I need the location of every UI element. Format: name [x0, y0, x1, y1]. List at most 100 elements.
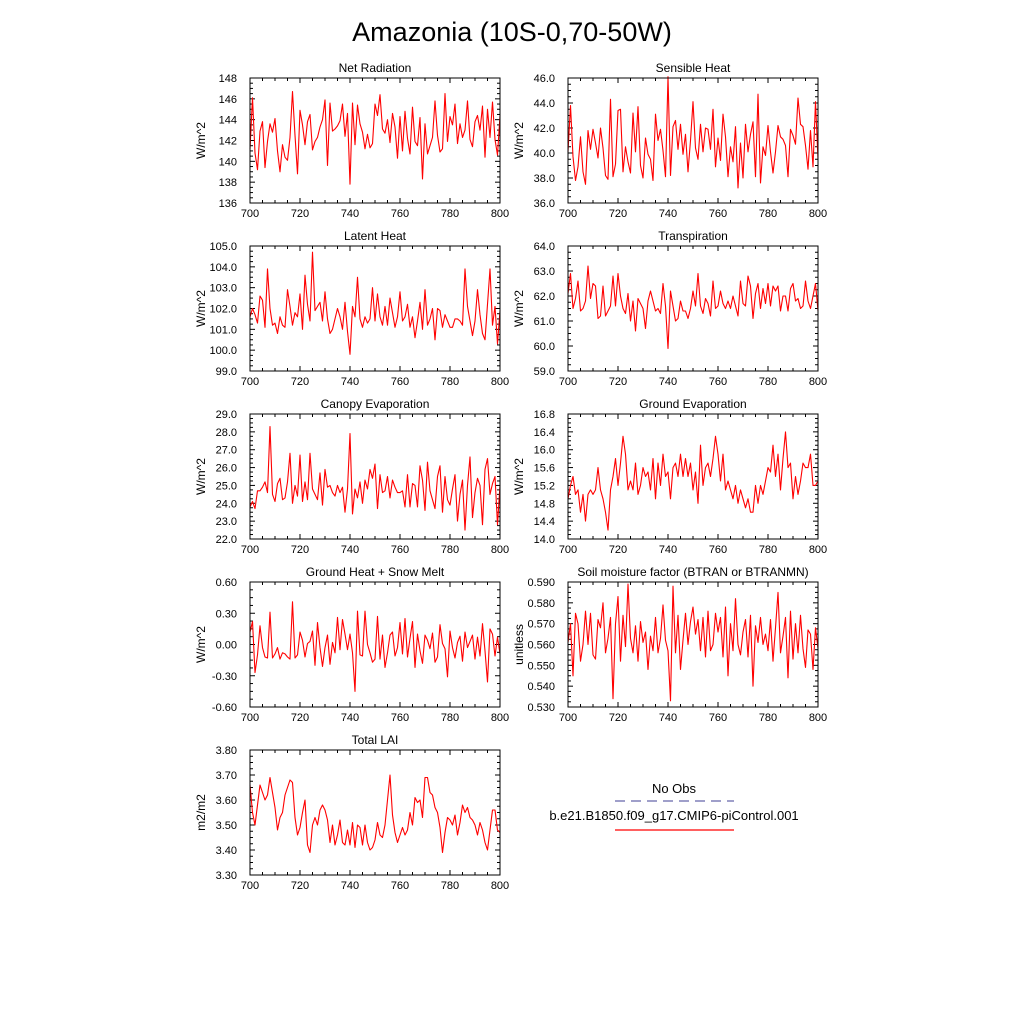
plot-frame — [249, 245, 501, 372]
x-tick-label: 800 — [809, 376, 827, 388]
plot-frame — [249, 581, 501, 708]
chart-panel: Net Radiation W/m^2 700 720 740 760 780 800 136 1… — [194, 61, 509, 220]
panel-title: Latent Heat — [344, 229, 407, 243]
legend: No Obs b.e21.B1850.f09_g17.CMIP6-piContr… — [549, 781, 799, 831]
x-tick-label: 800 — [491, 544, 509, 556]
x-tick-label: 740 — [341, 880, 359, 892]
y-tick-label: 103.0 — [209, 283, 237, 295]
chart-panel: Total LAI m2/m2 700 720 740 760 780 800 3.30 3.40… — [194, 733, 509, 892]
chart-panel: Canopy Evaporation W/m^2 700 720 740 760 780 80… — [194, 397, 509, 556]
series-line — [249, 251, 501, 355]
x-tick-label: 720 — [609, 712, 627, 724]
y-tick-label: 22.0 — [216, 534, 237, 546]
panel-title: Net Radiation — [339, 61, 412, 75]
x-tick-label: 740 — [659, 712, 677, 724]
x-tick-label: 780 — [759, 208, 777, 220]
x-tick-label: 700 — [241, 880, 259, 892]
y-tick-label: 136 — [219, 198, 237, 210]
chart-panel: Ground Evaporation W/m^2 700 720 740 760 780 80… — [512, 397, 827, 556]
x-tick-label: 760 — [709, 544, 727, 556]
y-tick-label: 101.0 — [209, 324, 237, 336]
panel-title: Ground Heat + Snow Melt — [306, 565, 445, 579]
x-tick-label: 760 — [709, 712, 727, 724]
y-tick-label: 14.0 — [534, 534, 555, 546]
y-tick-label: 99.0 — [216, 366, 237, 378]
x-tick-label: 800 — [809, 208, 827, 220]
panels: Net Radiation W/m^2 700 720 740 760 780 800 136 1… — [194, 61, 827, 892]
x-tick-label: 720 — [291, 208, 309, 220]
x-tick-label: 720 — [609, 544, 627, 556]
series-line — [567, 583, 819, 702]
x-tick-label: 760 — [391, 208, 409, 220]
y-axis-label: W/m^2 — [512, 290, 526, 327]
y-tick-label: 27.0 — [216, 445, 237, 457]
y-tick-label: 64.0 — [534, 241, 555, 253]
x-tick-label: 760 — [391, 376, 409, 388]
y-tick-label: 3.60 — [216, 795, 237, 807]
x-tick-label: 700 — [559, 208, 577, 220]
y-tick-label: 16.4 — [534, 427, 555, 439]
x-tick-label: 720 — [291, 712, 309, 724]
x-tick-label: 720 — [609, 208, 627, 220]
x-tick-label: 780 — [441, 712, 459, 724]
y-axis-label: W/m^2 — [194, 290, 208, 327]
y-tick-label: 0.550 — [527, 660, 555, 672]
x-tick-label: 780 — [759, 712, 777, 724]
y-tick-label: 42.0 — [534, 123, 555, 135]
y-tick-label: 24.0 — [216, 498, 237, 510]
panel-title: Ground Evaporation — [639, 397, 746, 411]
y-tick-label: 25.0 — [216, 480, 237, 492]
panel-title: Total LAI — [352, 733, 399, 747]
y-tick-label: 102.0 — [209, 304, 237, 316]
y-tick-label: 3.80 — [216, 745, 237, 757]
y-tick-label: 16.0 — [534, 445, 555, 457]
y-tick-label: 146 — [219, 94, 237, 106]
x-tick-label: 760 — [391, 712, 409, 724]
series-line — [249, 774, 501, 854]
x-tick-label: 780 — [759, 376, 777, 388]
series-line — [249, 90, 501, 185]
y-tick-label: 46.0 — [534, 73, 555, 85]
y-tick-label: 23.0 — [216, 516, 237, 528]
y-tick-label: -0.60 — [212, 702, 237, 714]
y-tick-label: 61.0 — [534, 316, 555, 328]
y-tick-label: 29.0 — [216, 409, 237, 421]
x-tick-label: 800 — [491, 880, 509, 892]
series-line — [567, 76, 819, 189]
x-tick-label: 800 — [491, 376, 509, 388]
x-tick-label: 700 — [241, 544, 259, 556]
x-tick-label: 700 — [241, 376, 259, 388]
y-tick-label: 3.50 — [216, 820, 237, 832]
plot-frame — [567, 77, 819, 204]
x-tick-label: 700 — [241, 208, 259, 220]
y-axis-label: W/m^2 — [512, 458, 526, 495]
x-tick-label: 720 — [609, 376, 627, 388]
y-tick-label: 0.30 — [216, 608, 237, 620]
y-tick-label: 0.560 — [527, 640, 555, 652]
x-tick-label: 780 — [441, 208, 459, 220]
x-tick-label: 740 — [341, 376, 359, 388]
y-tick-label: 16.8 — [534, 409, 555, 421]
x-tick-label: 780 — [759, 544, 777, 556]
y-tick-label: 15.6 — [534, 463, 555, 475]
plot-frame — [567, 581, 819, 708]
chart-panel: Sensible Heat W/m^2 700 720 740 760 780 800 36.0… — [512, 61, 827, 220]
plot-frame — [249, 749, 501, 876]
x-tick-label: 800 — [491, 208, 509, 220]
chart-panel: Ground Heat + Snow Melt W/m^2 700 720 740 760… — [194, 565, 509, 724]
y-tick-label: 0.580 — [527, 598, 555, 610]
x-tick-label: 760 — [709, 208, 727, 220]
y-tick-label: 140 — [219, 156, 237, 168]
y-tick-label: 100.0 — [209, 345, 237, 357]
y-tick-label: 14.4 — [534, 516, 555, 528]
y-axis-label: W/m^2 — [512, 122, 526, 159]
x-tick-label: 760 — [709, 376, 727, 388]
panel-title: Transpiration — [658, 229, 728, 243]
x-tick-label: 780 — [441, 544, 459, 556]
y-tick-label: 40.0 — [534, 148, 555, 160]
y-tick-label: 142 — [219, 136, 237, 148]
x-tick-label: 760 — [391, 544, 409, 556]
figure-title: Amazonia (10S-0,70-50W) — [352, 17, 672, 47]
chart-panel: Soil moisture factor (BTRAN or BTRANMN) u… — [512, 565, 827, 724]
